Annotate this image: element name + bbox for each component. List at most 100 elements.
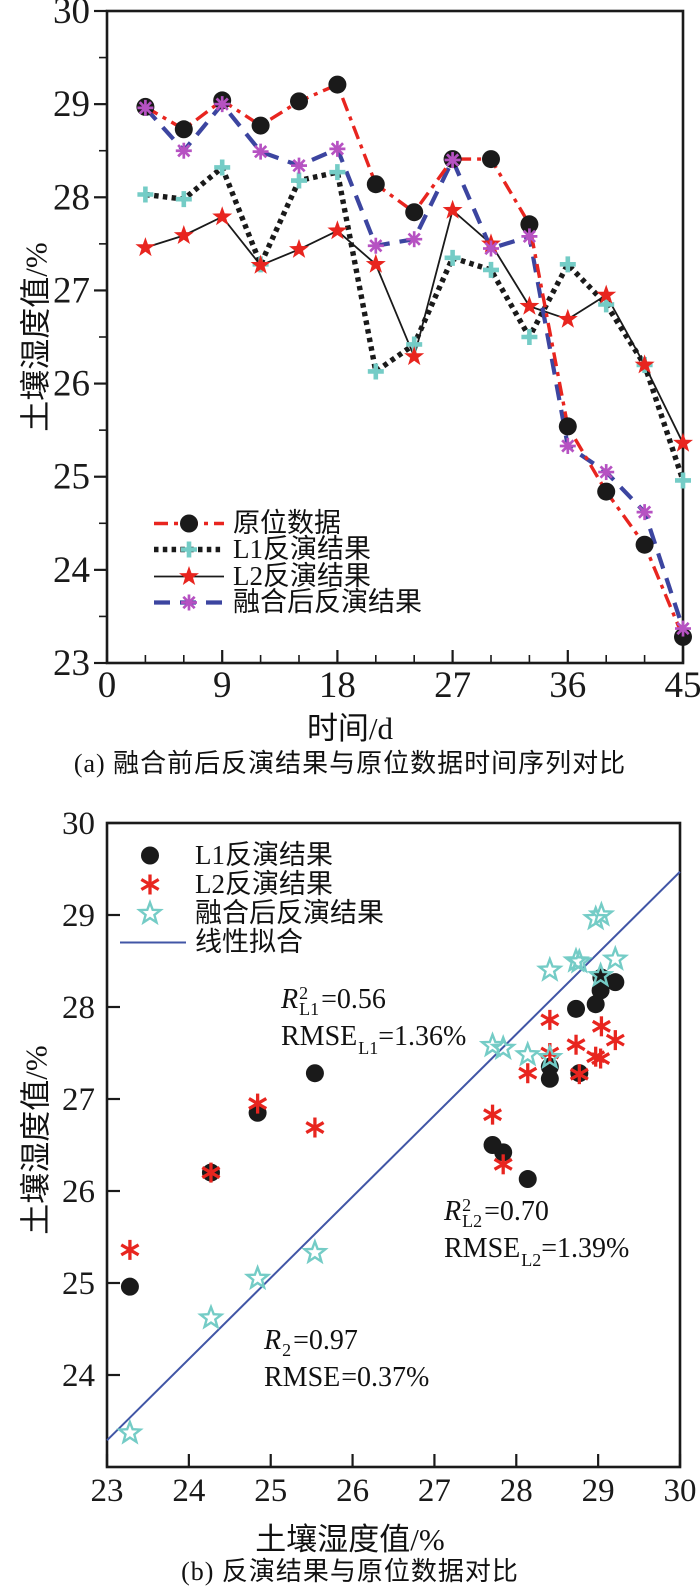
panel-a-x-tick-label: 45 xyxy=(665,665,700,706)
panel-b-y-tick-label: 30 xyxy=(62,806,95,842)
marker-plus xyxy=(483,261,499,278)
marker-star-open xyxy=(301,1238,329,1265)
legend-item-fused: 融合后反演结果 xyxy=(152,589,422,617)
marker-star xyxy=(289,238,309,258)
marker-asterisk6 xyxy=(591,1048,611,1069)
legend-label: L1反演结果 xyxy=(233,534,371,565)
fused-line-marker-icon xyxy=(154,594,224,611)
marker-circle xyxy=(518,1170,537,1189)
annotation-l1-stats: R 2 L1 =0.56 RMSEL1=1.36% xyxy=(281,981,467,1058)
panel-a-y-tick-label: 27 xyxy=(53,270,90,311)
marker-asterisk6 xyxy=(591,1016,611,1037)
legend-label: L2反演结果 xyxy=(195,869,333,899)
marker-asterisk6 xyxy=(248,1093,268,1114)
legend-label: 线性拟合 xyxy=(195,927,303,957)
marker-star-open xyxy=(243,1263,272,1291)
l2-asterisk-icon xyxy=(140,874,160,895)
marker-circle xyxy=(328,75,347,94)
panel-a-x-tick-label: 36 xyxy=(549,665,586,706)
r2-l1-value: R 2 L1 =0.56 xyxy=(281,983,386,1019)
marker-plus xyxy=(521,329,538,345)
marker-star xyxy=(179,565,199,585)
legend-item-l1-scatter: L1反演结果 xyxy=(118,841,384,870)
marker-asterisk6 xyxy=(493,1154,513,1175)
panel-a-y-tick-label: 28 xyxy=(53,177,90,218)
legend-label: L2反演结果 xyxy=(233,560,371,591)
marker-circle xyxy=(180,514,198,533)
marker-asterisk8 xyxy=(598,464,615,481)
marker-asterisk8 xyxy=(521,228,538,245)
legend-label: 融合后反演结果 xyxy=(195,898,384,928)
marker-plus xyxy=(444,249,461,266)
legend-label: L1反演结果 xyxy=(195,840,333,870)
panel-b-y-tick-label: 24 xyxy=(62,1358,95,1394)
marker-asterisk8 xyxy=(175,142,192,159)
legend-label: 原位数据 xyxy=(233,507,341,538)
marker-asterisk6 xyxy=(518,1063,538,1084)
marker-star-open xyxy=(536,955,564,982)
marker-circle xyxy=(567,999,586,1018)
marker-circle xyxy=(174,120,193,139)
marker-circle xyxy=(586,995,605,1014)
panel-a-y-axis-label: 土壤湿度值/% xyxy=(18,242,54,432)
marker-plus xyxy=(214,159,231,176)
marker-plus xyxy=(291,172,307,189)
marker-circle xyxy=(405,203,424,222)
annotation-l2-stats: R 2 L2 =0.70 RMSEL2=1.39% xyxy=(444,1193,629,1270)
panel-a-plot: 0 9 18 27 36 45 23 24 25 26 27 28 29 30 xyxy=(53,0,700,706)
panel-b-caption: (b) 反演结果与原位数据对比 xyxy=(181,1557,519,1586)
marker-circle xyxy=(558,417,577,436)
marker-star xyxy=(404,346,425,366)
l1-line-marker-icon xyxy=(154,541,224,558)
marker-asterisk8 xyxy=(252,143,269,160)
marker-asterisk6 xyxy=(140,874,160,895)
panel-a-y-tick-label: 24 xyxy=(53,550,90,591)
panel-b-y-tick-label: 25 xyxy=(62,1266,95,1302)
marker-star-open xyxy=(586,961,615,988)
marker-star xyxy=(442,199,463,219)
marker-asterisk6 xyxy=(540,1009,560,1030)
legend-item-l2: L2反演结果 xyxy=(152,560,422,591)
marker-circle xyxy=(290,92,308,111)
panel-b-plot: 23 24 25 26 27 28 29 30 24 25 26 27 28 29 30 xyxy=(62,806,697,1509)
marker-circle xyxy=(482,150,500,169)
panel-b-y-axis-label: 土壤湿度值/% xyxy=(18,1045,54,1235)
panel-b-x-tick-label: 28 xyxy=(500,1473,533,1509)
panel-b-x-tick-label: 29 xyxy=(582,1473,615,1509)
legend-item-l2-scatter: L2反演结果 xyxy=(118,870,384,899)
marker-circle xyxy=(305,1064,324,1083)
marker-circle xyxy=(483,1136,502,1154)
panel-b-x-tick-label: 27 xyxy=(418,1473,451,1509)
legend-item-in-situ: 原位数据 xyxy=(152,507,422,538)
legend-item-l1: L1反演结果 xyxy=(152,534,422,565)
panel-b-y-tick-label: 27 xyxy=(62,1082,95,1118)
marker-plus xyxy=(559,256,576,273)
fit-line-icon xyxy=(120,941,186,944)
marker-circle xyxy=(635,535,654,554)
rmse-fit-value: RMSE=0.37% xyxy=(264,1362,430,1393)
marker-asterisk8 xyxy=(367,237,384,254)
panel-b-x-tick-label: 30 xyxy=(664,1473,697,1509)
marker-asterisk6 xyxy=(201,1162,221,1183)
marker-plus xyxy=(367,363,384,380)
marker-star xyxy=(173,225,194,244)
rmse-l1-value: RMSEL1=1.36% xyxy=(281,1021,467,1058)
marker-circle xyxy=(597,482,616,501)
marker-asterisk8 xyxy=(559,437,576,454)
marker-star-open xyxy=(197,1303,225,1330)
panel-b-plot-box xyxy=(105,821,682,1469)
marker-asterisk6 xyxy=(569,1064,589,1085)
l1-dot-icon xyxy=(141,846,159,865)
marker-star-open xyxy=(587,900,616,927)
in-situ-line-marker-icon xyxy=(154,514,224,533)
panel-a-y-tick-label: 25 xyxy=(53,457,90,498)
panel-b-legend: L1反演结果 L2反演结果 融合后反演结果 线性拟合 xyxy=(118,841,384,957)
panel-a-y-tick-label: 30 xyxy=(53,0,90,32)
marker-star xyxy=(135,237,156,257)
marker-asterisk6 xyxy=(483,1104,503,1125)
marker-plus xyxy=(137,186,154,203)
marker-asterisk6 xyxy=(566,1034,586,1055)
series-line-0 xyxy=(144,82,685,638)
marker-asterisk8 xyxy=(181,594,197,611)
